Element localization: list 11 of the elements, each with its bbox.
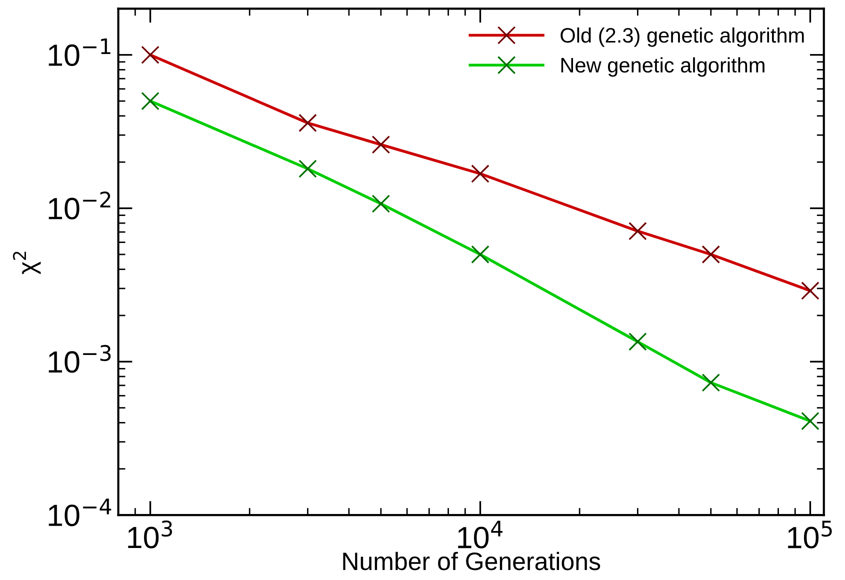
legend-label: New genetic algorithm	[561, 57, 764, 77]
x-tick-label: 10$^{5}$	[788, 520, 832, 548]
y-tick-label: 10$^{−4}$	[48, 498, 112, 526]
x-axis-title: Number of Generations	[343, 552, 600, 570]
x-tick-label: 10$^{4}$	[458, 520, 502, 548]
y-tick-label: 10$^{−3}$	[48, 344, 111, 373]
y-axis-title: χ$^{2}$	[12, 252, 41, 274]
y-tick-label: 10$^{−1}$	[48, 38, 110, 66]
legend-label: Old (2.3) genetic algorithm	[560, 27, 804, 47]
x-tick-label: 10$^{3}$	[128, 520, 172, 548]
y-tick-label: 10$^{−2}$	[48, 192, 110, 220]
